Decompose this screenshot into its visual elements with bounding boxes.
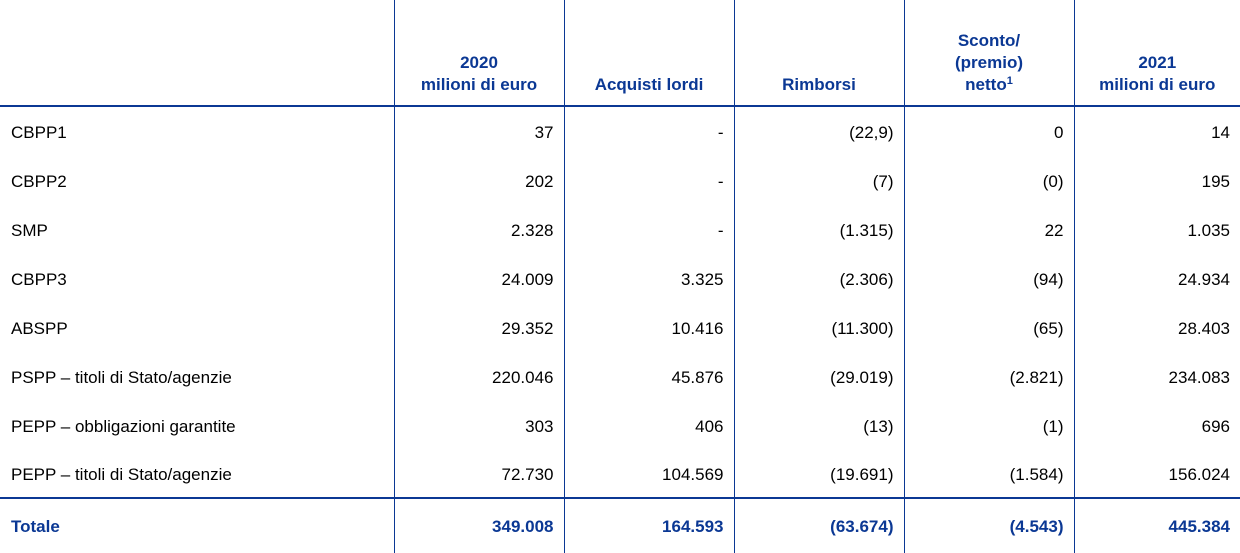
cell-2020: 202 [393,155,564,204]
total-sconto: (4.543) [903,497,1074,553]
table-row: PEPP – obbligazioni garantite 303 406 (1… [0,400,1240,449]
cell-rimborsi: (2.306) [733,253,904,302]
row-label: ABSPP [11,318,68,338]
header-2021-line2: milioni di euro [1099,75,1216,94]
cell-rimborsi: (22,9) [733,106,904,155]
cell-acquisti: 10.416 [563,302,734,351]
total-2020: 349.008 [393,497,564,553]
header-sconto-line3: netto1 [915,74,1064,96]
cell-sconto: (1.584) [903,449,1074,498]
cell-rimborsi: (29.019) [733,351,904,400]
footnote-marker: 1 [1006,75,1013,87]
total-rimborsi: (63.674) [733,497,904,553]
total-label: Totale [0,497,394,553]
table-row: CBPP2 202 - (7) (0) 195 [0,155,1240,204]
cell-2020: 303 [393,400,564,449]
header-sconto-netto: netto [965,75,1007,94]
cell-rimborsi: (19.691) [733,449,904,498]
total-acquisti: 164.593 [563,497,734,553]
header-acquisti-label: Acquisti lordi [594,75,704,94]
header-2020: 2020 milioni di euro [393,0,564,107]
cell-acquisti: - [563,204,734,253]
header-sconto-line2: (premio) [955,53,1023,72]
cell-2021: 234.083 [1073,351,1240,400]
cell-2021: 14 [1073,106,1240,155]
cell-sconto: (2.821) [903,351,1074,400]
cell-rimborsi: (13) [733,400,904,449]
header-2020-line1: 2020 [460,53,498,72]
cell-rimborsi: (7) [733,155,904,204]
cell-rimborsi: (1.315) [733,204,904,253]
cell-sconto: (94) [903,253,1074,302]
total-2021: 445.384 [1073,497,1240,553]
table-row: SMP 2.328 - (1.315) 22 1.035 [0,204,1240,253]
header-rimborsi-label: Rimborsi [782,75,856,94]
header-2021-line1: 2021 [1138,53,1177,72]
cell-rimborsi: (11.300) [733,302,904,351]
table-row: CBPP3 24.009 3.325 (2.306) (94) 24.934 [0,253,1240,302]
cell-2021: 1.035 [1073,204,1240,253]
cell-acquisti: - [563,155,734,204]
cell-sconto: (1) [903,400,1074,449]
table-row: ABSPP 29.352 10.416 (11.300) (65) 28.403 [0,302,1240,351]
cell-2021: 156.024 [1073,449,1240,498]
header-rimborsi: Rimborsi [733,0,904,107]
cell-sconto: 0 [903,106,1074,155]
header-2020-line2: milioni di euro [420,75,538,94]
cell-acquisti: 3.325 [563,253,734,302]
cell-acquisti: 45.876 [563,351,734,400]
table-row: CBPP1 37 - (22,9) 0 14 [0,106,1240,155]
cell-2021: 696 [1073,400,1240,449]
row-label: PEPP – titoli di Stato/agenzie [11,465,232,484]
cell-2020: 37 [393,106,564,155]
cell-2020: 72.730 [393,449,564,498]
header-2021: 2021 milioni di euro [1073,0,1240,107]
cell-2021: 24.934 [1073,253,1240,302]
header-acquisti: Acquisti lordi [563,0,734,107]
cell-2020: 220.046 [393,351,564,400]
cell-sconto: (65) [903,302,1074,351]
header-blank [0,0,394,107]
cell-acquisti: 104.569 [563,449,734,498]
cell-sconto: (0) [903,155,1074,204]
total-row: Totale 349.008 164.593 (63.674) (4.543) … [0,497,1240,553]
cell-sconto: 22 [903,204,1074,253]
table-row: PEPP – titoli di Stato/agenzie 72.730 10… [0,449,1240,498]
header-row: 2020 milioni di euro Acquisti lordi Rimb… [0,0,1240,107]
cell-acquisti: - [563,106,734,155]
row-label: PSPP – titoli di Stato/agenzie [11,367,232,387]
header-sconto: Sconto/ (premio) netto1 [903,0,1074,107]
cell-2021: 28.403 [1073,302,1240,351]
cell-2020: 24.009 [393,253,564,302]
cell-2020: 2.328 [393,204,564,253]
row-label: CBPP2 [11,171,67,191]
row-label: CBPP1 [11,123,67,142]
row-label: CBPP3 [11,269,67,289]
header-sconto-line1: Sconto/ [957,31,1021,50]
table-row: PSPP – titoli di Stato/agenzie 220.046 4… [0,351,1240,400]
cell-2021: 195 [1073,155,1240,204]
row-label: PEPP – obbligazioni garantite [11,416,236,436]
row-label: SMP [11,220,48,240]
cell-acquisti: 406 [563,400,734,449]
cell-2020: 29.352 [393,302,564,351]
